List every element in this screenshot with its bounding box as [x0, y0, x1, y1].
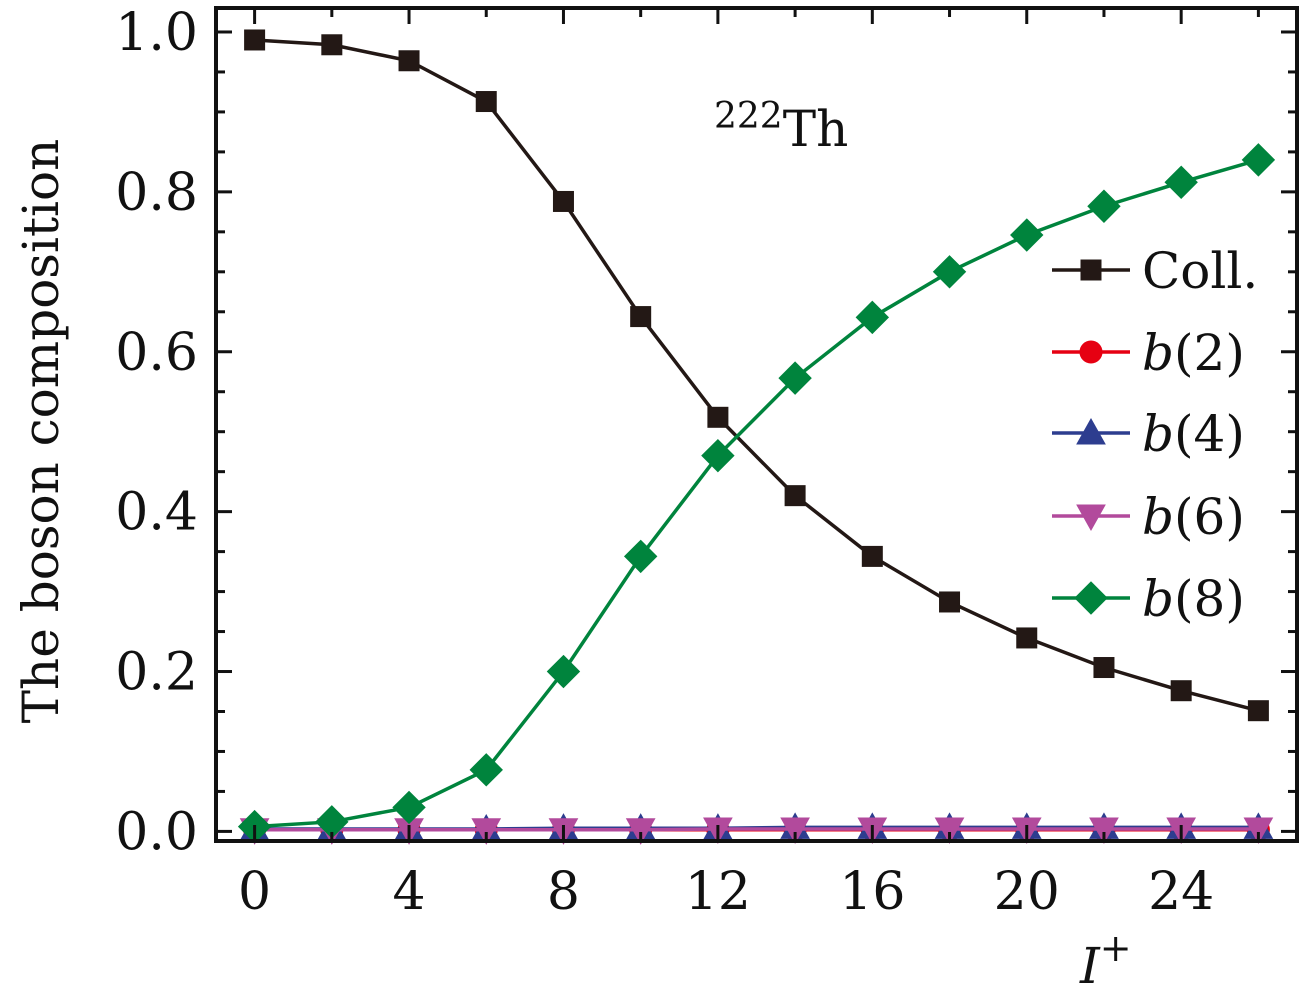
x-tick-label: 8 — [547, 862, 580, 922]
series-line — [254, 158, 1259, 829]
series-b(8) — [237, 143, 1276, 844]
data-point — [625, 818, 656, 845]
data-point — [1093, 657, 1115, 679]
y-tick-label: 0.8 — [115, 163, 198, 223]
y-axis-label: The boson composition — [12, 139, 70, 724]
data-point — [469, 753, 503, 787]
legend-label-rest: Coll. — [1142, 242, 1258, 300]
legend-label-rest: (8) — [1174, 570, 1245, 628]
legend-label: Coll. — [1142, 242, 1258, 300]
legend-label-rest: (2) — [1174, 324, 1245, 382]
nucleus-annotation: 222Th — [714, 96, 848, 158]
data-point — [939, 591, 961, 613]
x-tick-label: 4 — [392, 862, 425, 922]
data-point — [321, 34, 343, 56]
data-point — [707, 406, 729, 428]
legend-label: b(2) — [1142, 324, 1245, 382]
x-tick-label: 0 — [238, 862, 271, 922]
legend-marker — [1074, 581, 1108, 615]
x-tick-label: 16 — [839, 862, 905, 922]
mass-number: 222 — [714, 96, 783, 137]
legend-label-rest: (4) — [1174, 405, 1245, 463]
series-line — [254, 38, 1259, 713]
legend-marker — [1076, 417, 1106, 445]
data-point — [392, 790, 426, 825]
legend-marker — [1080, 259, 1102, 281]
series-b(4) — [239, 812, 1274, 841]
x-axis-label: I+ — [1079, 926, 1132, 991]
legend-label: b(4) — [1142, 405, 1245, 463]
data-point — [546, 654, 581, 689]
legend-label-rest: (6) — [1174, 488, 1245, 546]
x-axis-label-sup: + — [1100, 926, 1132, 970]
legend-label-italic: b — [1142, 488, 1174, 546]
legend-marker — [1079, 340, 1103, 364]
y-tick-label: 0.4 — [115, 483, 198, 543]
legend-label: b(6) — [1142, 488, 1245, 546]
data-point — [861, 545, 883, 567]
data-point — [244, 29, 266, 51]
data-point — [1247, 700, 1269, 722]
data-point — [1243, 817, 1274, 845]
data-point — [778, 361, 812, 395]
legend: Coll.b(2)b(4)b(6)b(8) — [1052, 242, 1258, 628]
legend-entry: b(6) — [1052, 488, 1245, 546]
y-tick-label: 0.6 — [115, 323, 198, 383]
series-Coll. — [244, 29, 1269, 722]
data-point — [932, 255, 967, 289]
data-point — [398, 50, 420, 72]
x-tick-label: 20 — [994, 862, 1060, 922]
data-point — [780, 817, 810, 845]
legend-marker — [1076, 504, 1106, 532]
x-tick-label: 12 — [685, 862, 751, 922]
legend-label-italic: b — [1142, 570, 1174, 628]
data-point — [630, 306, 652, 328]
series-layer — [237, 29, 1276, 845]
data-point — [1170, 680, 1192, 702]
data-point — [471, 818, 502, 845]
legend-entry: b(4) — [1052, 405, 1245, 463]
plot-frame — [214, 6, 1299, 843]
data-point — [1010, 218, 1044, 252]
legend-label-italic: b — [1142, 405, 1174, 463]
data-point — [1164, 165, 1198, 199]
data-point — [623, 539, 658, 574]
element-symbol: Th — [783, 100, 849, 158]
y-tick-label: 1.0 — [115, 3, 198, 63]
data-point — [475, 91, 497, 113]
data-point — [1241, 143, 1276, 177]
data-point — [552, 190, 574, 212]
x-axis-label-base: I — [1079, 937, 1101, 991]
legend-entry: b(8) — [1052, 570, 1245, 628]
legend-entry: Coll. — [1052, 242, 1258, 300]
legend-label-italic: b — [1142, 324, 1174, 382]
data-point — [784, 485, 806, 507]
data-point — [1087, 189, 1121, 223]
y-tick-label: 0.2 — [115, 643, 198, 703]
legend-label: b(8) — [1142, 570, 1245, 628]
legend-entry: b(2) — [1052, 324, 1245, 382]
data-point — [701, 438, 735, 473]
y-tick-label: 0.0 — [115, 802, 198, 862]
x-tick-label: 24 — [1148, 862, 1214, 922]
series-line — [254, 827, 1259, 832]
data-point — [1016, 627, 1038, 649]
data-point — [855, 300, 890, 335]
ticks-layer: 0 4 8 12 16 20 24 0.0 0.2 0.4 0.6 0.8 1.0 — [115, 3, 1297, 922]
data-point — [1089, 817, 1119, 845]
data-point — [934, 817, 965, 845]
